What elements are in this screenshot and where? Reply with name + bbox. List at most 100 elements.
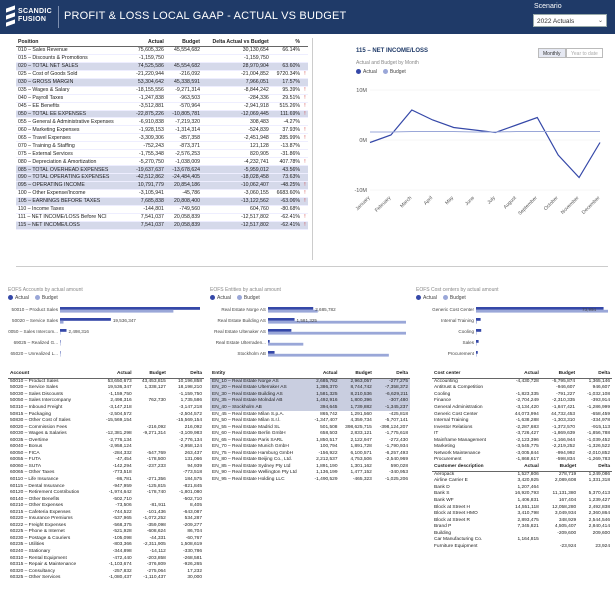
bar-budget[interactable] [476, 320, 477, 324]
table-row[interactable]: 60220 – Insurance Premiums -537,965 -1,072… [8, 515, 204, 522]
bar-budget[interactable] [268, 320, 406, 324]
bar-budget[interactable] [268, 353, 389, 357]
table-row[interactable]: EN_85 – Real Estate Sydney Pty Ltd 1,891,… [210, 463, 410, 470]
table-row[interactable]: 60055 – FUTA -47,454 -178,500 131,066 [8, 457, 204, 464]
table-row[interactable]: 50020 – Service Sales 19,536,347 1,338,127… [8, 385, 204, 392]
table-row[interactable]: 60315 – Repair & Maintenance -1,103,674 -3… [8, 561, 204, 568]
table-row[interactable]: EN_10 – Real Estate Norge AS 2,685,782 2,9… [210, 378, 410, 385]
table-row[interactable]: Aeropack 1,527,806 278,719 1,249,086 [432, 471, 612, 478]
bar-budget[interactable] [268, 331, 406, 335]
scenario-select[interactable]: 2022 Actuals ⌄ [533, 14, 607, 27]
bar-actual[interactable] [476, 329, 482, 332]
table-row[interactable]: Mainframe Management -2,123,396 -1,166,944… [432, 437, 612, 444]
bar-budget[interactable] [60, 353, 61, 357]
table-row[interactable]: Procurement -1,868,617 -598,834 -1,269,783 [432, 457, 612, 462]
table-row[interactable]: 60050 – FICA -284,332 -547,769 263,437 [8, 450, 204, 457]
ytd-toggle[interactable]: Year to date [566, 48, 603, 58]
table-row[interactable]: 60320 – Consultancy -257,832 -275,064 17,23… [8, 568, 204, 575]
pl-row[interactable]: 105 – EARNINGS BEFORE TAXES 7,685,838 20,8… [16, 197, 308, 206]
table-row[interactable]: Airline Carrier E 3,420,925 2,089,608 1,331… [432, 478, 612, 485]
bar-actual[interactable] [60, 318, 111, 321]
pl-row[interactable]: 040 – Payroll Taxes -1,247,838 -963,503 -28… [16, 94, 308, 103]
table-row[interactable]: EN_60 – Real Estate Berlin GmbH 658,503 2,… [210, 430, 410, 437]
table-row[interactable]: Antitrust & Competition -946,607 946,607 [432, 385, 612, 392]
table-row[interactable]: 60040 – Bonus -2,958,124 -2,958,124 [8, 443, 204, 450]
table-row[interactable]: 60215 – Cafeteria Expenses -744,522 -101,4… [8, 509, 204, 516]
bar-budget[interactable] [60, 320, 64, 324]
bar-actual[interactable] [476, 340, 479, 343]
pl-row[interactable]: 110 – Income Taxes -144,801 -749,560 604,76… [16, 205, 308, 214]
table-row[interactable]: 60110 – Life Insurance -86,781 -271,356 184… [8, 476, 204, 483]
table-row[interactable]: 60060 – SUTA -142,294 -237,233 94,939 [8, 463, 204, 470]
table-row[interactable]: Block at Street R 2,893,475 348,929 2,544,5… [432, 517, 612, 524]
table-row[interactable]: 60325 – Other Services -1,080,437 -1,110,4… [8, 574, 204, 581]
pl-row[interactable]: 060 – Marketing Expenses -1,928,153 -1,314… [16, 125, 308, 135]
table-row[interactable]: 50030 – Sales Discounts -1,159,750 -1,159,… [8, 391, 204, 398]
pl-row[interactable]: 095 – OPERATING INCOME 10,791,779 20,854,1… [16, 181, 308, 190]
table-row[interactable]: EN_95 – Real Estate Holding LLC -1,490,52… [210, 476, 410, 483]
table-row[interactable]: 60140 – Other Benefits -502,710 -502,710 [8, 496, 204, 503]
table-row[interactable]: EN_75 – Real Estate Hamburg GmbH -156,922… [210, 450, 410, 457]
bar-budget[interactable] [476, 309, 608, 313]
table-row[interactable]: Marketing -3,545,775 -2,219,252 -1,326,522 [432, 443, 612, 450]
bar-budget[interactable] [60, 309, 174, 313]
bar-actual[interactable] [60, 307, 200, 310]
bar-actual[interactable] [476, 318, 481, 321]
bar-budget[interactable] [268, 342, 304, 346]
table-row[interactable]: Block at Street H 14,551,118 12,058,280 2,4… [432, 504, 612, 511]
pl-row[interactable]: 045 – EE Benefits -3,512,881 -570,964 -2,94… [16, 102, 308, 111]
pl-row[interactable]: 015 – Discounts & Promotions -1,159,750 -1… [16, 54, 308, 63]
pl-row[interactable]: 010 – Sales Revenue 75,605,326 45,554,682 3… [16, 46, 308, 55]
pl-row[interactable]: 090 – TOTAL OPERATING EXPENSES -42,512,86… [16, 173, 308, 182]
table-row[interactable]: 60020 – Commission Fees -216,092 216,092 [8, 424, 204, 431]
pl-row[interactable]: 075 – External Services -1,755,348 -2,576,… [16, 149, 308, 159]
table-row[interactable]: 60222 – Freight Expenses -568,375 -359,098… [8, 522, 204, 529]
table-row[interactable]: EN_20 – Real Estate Ulterraker AS 1,386,3… [210, 384, 410, 392]
bar-actual[interactable] [268, 340, 270, 343]
table-row[interactable]: EN_45 – Real Estate Milan S.p.A. 865,742 1… [210, 411, 410, 418]
pl-row[interactable]: 065 – Travel Expenses -3,309,306 -857,358-… [16, 133, 308, 143]
bar-actual[interactable] [60, 329, 67, 332]
table-row[interactable]: Bank D 1,207,464 [432, 484, 612, 491]
table-row[interactable]: 60035 – Overtime -2,776,134 -2,776,134 [8, 437, 204, 444]
pl-row[interactable]: 070 – Training & Staffing -752,243 -873,37… [16, 141, 308, 151]
bar-budget[interactable] [476, 331, 477, 335]
pl-row[interactable]: 085 – TOTAL OVERHEAD EXPENSES -19,637,637… [16, 165, 308, 174]
table-row[interactable]: Building -209,600 209,600 [432, 530, 612, 537]
table-row[interactable]: Network Maintenance -3,005,844 -994,992 -2,… [432, 450, 612, 457]
table-row[interactable]: 60310 – Rental Equipment -472,440 -203,858… [8, 555, 204, 562]
bar-actual[interactable] [268, 329, 292, 332]
table-row[interactable]: EN_90 – Real Estate Wellington Pty Ltd 1,… [210, 470, 410, 477]
bar-budget[interactable] [268, 309, 318, 313]
pl-row[interactable]: 100 – Other Expense/Income -3,105,941 -45,… [16, 189, 308, 198]
table-row[interactable]: 50815 – Packaging -2,504,572 -2,504,572 [8, 411, 204, 418]
table-row[interactable]: Finance -2,704,249 -2,310,335 -393,914 [432, 398, 612, 405]
pl-row[interactable]: 115 – NET INCOME/LOSS 7,541,037 20,058,839… [16, 221, 308, 230]
bar-actual[interactable] [476, 307, 604, 310]
table-row[interactable]: EN_55 – Real Estate Madrid SL 501,508 398,… [210, 424, 410, 431]
table-row[interactable]: Cooling -1,823,335 -791,227 -1,032,108 [432, 391, 612, 398]
table-row[interactable]: IT -3,726,427 -1,869,639 -1,856,788 [432, 430, 612, 437]
table-row[interactable]: Accounting -4,430,728 -5,795,874 1,365,146 [432, 378, 612, 385]
table-row[interactable]: 50830 – Other Cost of Sales -15,569,154 -1… [8, 417, 204, 424]
table-row[interactable]: 60230 – Postage & Couriers -105,098 -44,33… [8, 535, 204, 542]
table-row[interactable]: EN_40 – Stockholm AB 394,645 1,739,882 -1,3… [210, 404, 410, 411]
table-row[interactable]: Car Manufacturing Co. 1,164,815 [432, 536, 612, 543]
pl-row[interactable]: 020 – TOTAL NET SALES 74,525,586 45,554,68… [16, 62, 308, 71]
bar-budget[interactable] [476, 353, 477, 357]
table-row[interactable]: Bank WF 1,406,831 167,404 1,239,427 [432, 497, 612, 504]
bar-actual[interactable] [268, 351, 275, 354]
table-row[interactable]: Brand P 7,345,821 4,505,407 2,840,414 [432, 523, 612, 530]
bar-actual[interactable] [60, 340, 61, 343]
table-row[interactable]: EN_35 – Real Estate Molndal AB 1,492,916 1… [210, 397, 410, 405]
monthly-toggle[interactable]: Monthly [538, 48, 566, 58]
bar-actual[interactable] [268, 307, 314, 310]
table-row[interactable]: 60210 – Other Expenses -73,506 -81,911 8,40… [8, 502, 204, 509]
table-row[interactable]: 60120 – Retirement Contribution -1,974,64… [8, 489, 204, 496]
pl-row[interactable]: 035 – Wages & Salary -18,155,556 -9,271,31… [16, 86, 308, 95]
bar-actual[interactable] [476, 351, 478, 354]
pl-row[interactable]: 050 – TOTAL EE EXPENSES -22,875,226 -10,80… [16, 110, 308, 119]
table-row[interactable]: Furniture Equipment -23,924 23,924 [432, 543, 612, 550]
table-row[interactable]: EN_80 – Real Estate Beijing Co., Ltd. 2,2… [210, 457, 410, 464]
table-row[interactable]: General Administration -3,134,420 -1,847,4… [432, 404, 612, 411]
